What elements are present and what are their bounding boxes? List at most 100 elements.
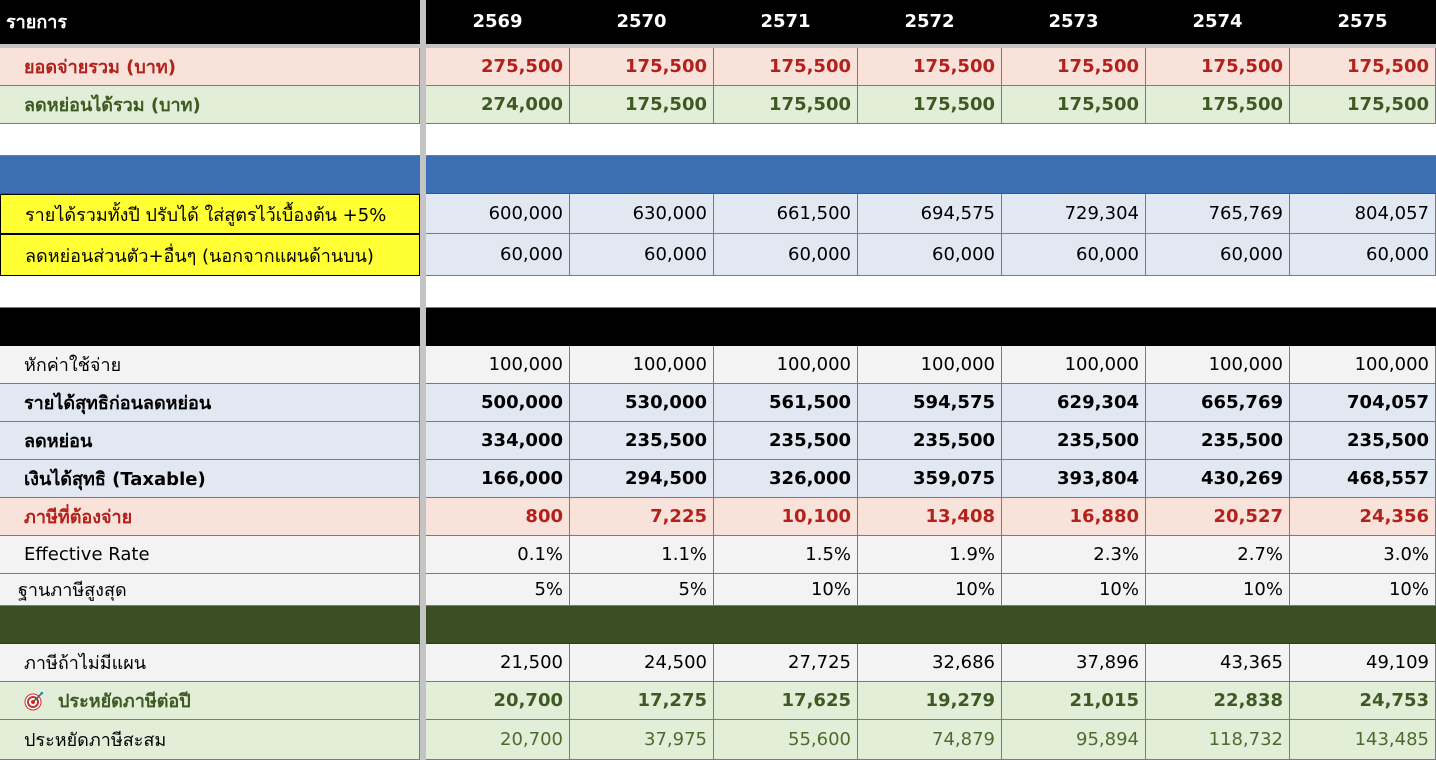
value-cell[interactable]: 359,075 [858,460,1002,498]
value-cell[interactable]: 235,500 [714,422,858,460]
year-header[interactable]: 2574 [1146,0,1290,44]
value-cell[interactable]: 430,269 [1146,460,1290,498]
value-cell[interactable]: 10% [714,574,858,606]
value-cell[interactable]: 235,500 [1146,422,1290,460]
value-cell[interactable]: 24,356 [1290,498,1436,536]
row-label[interactable]: ลดหย่อน [0,422,420,460]
value-cell[interactable]: 10,100 [714,498,858,536]
value-cell[interactable]: 118,732 [1146,720,1290,760]
value-cell[interactable]: 704,057 [1290,384,1436,422]
value-cell[interactable]: 561,500 [714,384,858,422]
value-cell[interactable]: 393,804 [1002,460,1146,498]
row-label[interactable]: หักค่าใช้จ่าย [0,346,420,384]
value-cell[interactable]: 275,500 [426,48,570,86]
value-cell[interactable]: 16,880 [1002,498,1146,536]
value-cell[interactable]: 175,500 [1002,86,1146,124]
value-cell[interactable]: 60,000 [858,234,1002,276]
value-cell[interactable]: 175,500 [1290,86,1436,124]
value-cell[interactable]: 175,500 [1146,48,1290,86]
value-cell[interactable]: 175,500 [1290,48,1436,86]
value-cell[interactable]: 60,000 [570,234,714,276]
value-cell[interactable]: 600,000 [426,194,570,234]
value-cell[interactable]: 60,000 [426,234,570,276]
value-cell[interactable]: 55,600 [714,720,858,760]
value-cell[interactable]: 60,000 [1002,234,1146,276]
row-label[interactable]: เงินได้สุทธิ (Taxable) [0,460,420,498]
value-cell[interactable]: 175,500 [1002,48,1146,86]
value-cell[interactable]: 175,500 [570,48,714,86]
value-cell[interactable]: 804,057 [1290,194,1436,234]
value-cell[interactable]: 7,225 [570,498,714,536]
value-cell[interactable]: 10% [1002,574,1146,606]
value-cell[interactable]: 235,500 [1290,422,1436,460]
year-header[interactable]: 2573 [1002,0,1146,44]
value-cell[interactable]: 32,686 [858,644,1002,682]
value-cell[interactable]: 17,625 [714,682,858,720]
value-cell[interactable]: 60,000 [1290,234,1436,276]
band-cell[interactable] [426,308,1436,346]
row-label[interactable]: ลดหย่อนส่วนตัว+อื่นๆ (นอกจากแผนด้านบน) [0,234,420,276]
year-header[interactable]: 2575 [1290,0,1436,44]
value-cell[interactable]: 1.1% [570,536,714,574]
band-cell[interactable] [426,156,1436,194]
year-header[interactable]: 2569 [426,0,570,44]
value-cell[interactable]: 60,000 [1146,234,1290,276]
value-cell[interactable]: 100,000 [1290,346,1436,384]
value-cell[interactable]: 630,000 [570,194,714,234]
row-label[interactable]: ประหยัดภาษีต่อปี [0,682,420,720]
value-cell[interactable]: 665,769 [1146,384,1290,422]
value-cell[interactable]: 20,527 [1146,498,1290,536]
value-cell[interactable]: 19,279 [858,682,1002,720]
row-label[interactable]: รายได้สุทธิก่อนลดหย่อน [0,384,420,422]
value-cell[interactable]: 175,500 [714,86,858,124]
value-cell[interactable]: 10% [858,574,1002,606]
value-cell[interactable]: 22,838 [1146,682,1290,720]
value-cell[interactable]: 661,500 [714,194,858,234]
band-cell[interactable] [426,606,1436,644]
value-cell[interactable]: 175,500 [1146,86,1290,124]
row-label[interactable]: ประหยัดภาษีสะสม [0,720,420,760]
row-label[interactable]: ยอดจ่ายรวม (บาท) [0,48,420,86]
value-cell[interactable]: 43,365 [1146,644,1290,682]
value-cell[interactable]: 100,000 [858,346,1002,384]
value-cell[interactable]: 100,000 [714,346,858,384]
value-cell[interactable]: 235,500 [858,422,1002,460]
empty-cell[interactable] [0,276,420,308]
value-cell[interactable]: 24,753 [1290,682,1436,720]
value-cell[interactable]: 500,000 [426,384,570,422]
value-cell[interactable]: 143,485 [1290,720,1436,760]
value-cell[interactable]: 175,500 [570,86,714,124]
value-cell[interactable]: 49,109 [1290,644,1436,682]
value-cell[interactable]: 800 [426,498,570,536]
row-label[interactable]: รายได้รวมทั้งปี ปรับได้ ใส่สูตรไว้เบื้อง… [0,194,420,234]
empty-cell[interactable] [0,124,420,156]
value-cell[interactable]: 629,304 [1002,384,1146,422]
year-header[interactable]: 2570 [570,0,714,44]
empty-cell[interactable] [426,276,1436,308]
band-cell[interactable] [0,308,420,346]
value-cell[interactable]: 765,769 [1146,194,1290,234]
value-cell[interactable]: 60,000 [714,234,858,276]
value-cell[interactable]: 13,408 [858,498,1002,536]
row-label[interactable]: ลดหย่อนได้รวม (บาท) [0,86,420,124]
value-cell[interactable]: 37,896 [1002,644,1146,682]
value-cell[interactable]: 5% [426,574,570,606]
value-cell[interactable]: 27,725 [714,644,858,682]
year-header[interactable]: 2572 [858,0,1002,44]
value-cell[interactable]: 100,000 [1146,346,1290,384]
value-cell[interactable]: 20,700 [426,682,570,720]
value-cell[interactable]: 175,500 [858,86,1002,124]
value-cell[interactable]: 21,015 [1002,682,1146,720]
value-cell[interactable]: 100,000 [426,346,570,384]
value-cell[interactable]: 294,500 [570,460,714,498]
value-cell[interactable]: 100,000 [570,346,714,384]
value-cell[interactable]: 10% [1290,574,1436,606]
header-label[interactable]: รายการ [0,0,420,44]
value-cell[interactable]: 530,000 [570,384,714,422]
value-cell[interactable]: 17,275 [570,682,714,720]
value-cell[interactable]: 1.5% [714,536,858,574]
value-cell[interactable]: 334,000 [426,422,570,460]
row-label[interactable]: Effective Rate [0,536,420,574]
empty-cell[interactable] [426,124,1436,156]
value-cell[interactable]: 5% [570,574,714,606]
